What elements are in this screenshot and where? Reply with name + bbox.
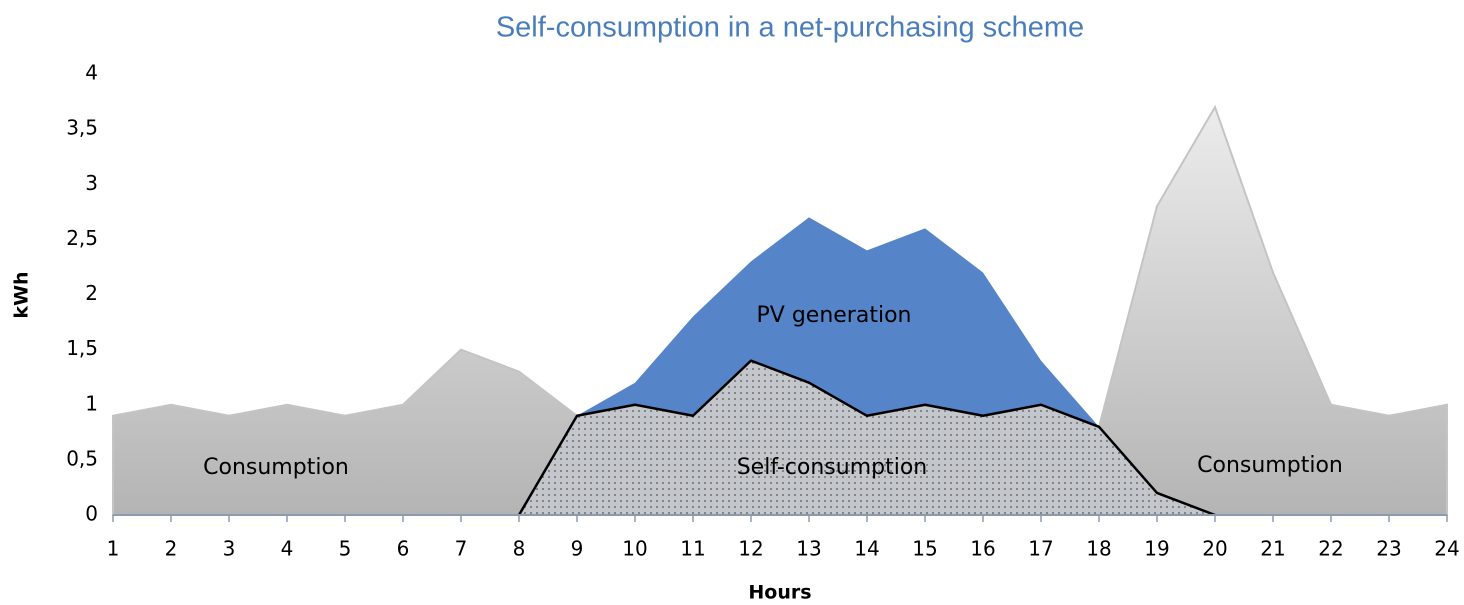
annotation: Self-consumption [737, 455, 928, 480]
chart-title: Self-consumption in a net-purchasing sch… [496, 12, 1084, 44]
x-tick-label: 24 [1434, 537, 1459, 561]
x-tick-label: 13 [796, 537, 821, 561]
x-tick-label: 20 [1202, 537, 1227, 561]
x-tick-label: 19 [1144, 537, 1169, 561]
x-axis-title: Hours [748, 582, 811, 604]
x-tick-label: 4 [281, 537, 294, 561]
x-tick-label: 16 [970, 537, 995, 561]
y-tick-label: 2 [85, 281, 98, 305]
x-tick-label: 1 [107, 537, 120, 561]
x-tick-label: 22 [1318, 537, 1343, 561]
y-tick-label: 1 [85, 391, 98, 415]
annotation: Consumption [203, 455, 349, 480]
y-axis-title: kWh [11, 271, 33, 318]
y-tick-label: 1,5 [66, 336, 98, 360]
x-tick-label: 3 [223, 537, 236, 561]
x-tick-label: 18 [1086, 537, 1111, 561]
x-tick-label: 10 [622, 537, 647, 561]
y-tick-label: 0,5 [66, 446, 98, 470]
y-tick-label: 0 [85, 502, 98, 526]
x-tick-label: 21 [1260, 537, 1285, 561]
x-tick-label: 2 [165, 537, 178, 561]
annotation: Consumption [1197, 453, 1343, 478]
x-tick-label: 9 [571, 537, 584, 561]
x-tick-label: 17 [1028, 537, 1053, 561]
annotation: PV generation [757, 303, 912, 328]
x-tick-label: 7 [455, 537, 468, 561]
x-tick-label: 8 [513, 537, 526, 561]
x-tick-label: 23 [1376, 537, 1401, 561]
y-tick-label: 4 [85, 61, 98, 85]
x-tick-label: 5 [339, 537, 352, 561]
area-outline [517, 359, 1216, 517]
x-tick-label: 14 [854, 537, 879, 561]
x-tick-label: 11 [680, 537, 705, 561]
x-tick-label: 15 [912, 537, 937, 561]
x-tick-label: 6 [397, 537, 410, 561]
y-tick-label: 2,5 [66, 226, 98, 250]
x-tick-label: 12 [738, 537, 763, 561]
area [519, 360, 1215, 515]
y-tick-label: 3 [85, 171, 98, 195]
y-tick-label: 3,5 [66, 116, 98, 140]
